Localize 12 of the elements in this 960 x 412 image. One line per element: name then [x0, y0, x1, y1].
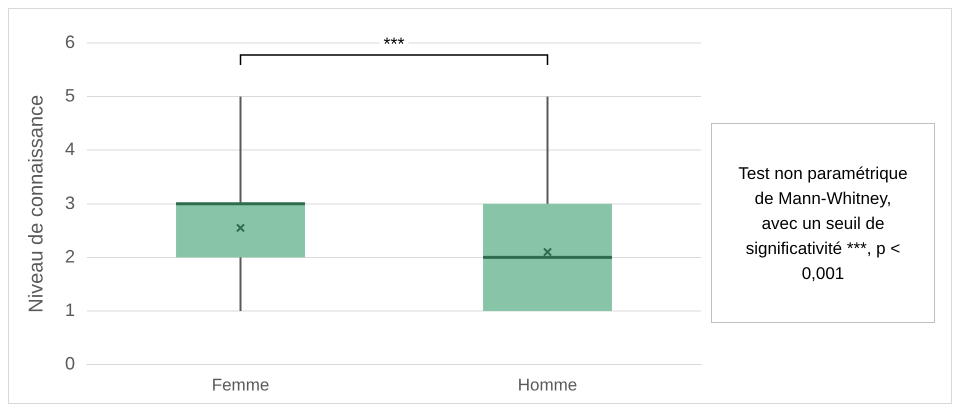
- y-tick-label: 6: [64, 32, 76, 52]
- x-tick-label: Homme: [518, 375, 578, 394]
- y-tick-label: 0: [64, 354, 76, 374]
- y-tick-label: 5: [64, 86, 76, 106]
- y-tick-label: 2: [64, 246, 76, 266]
- x-tick-label: Femme: [212, 375, 270, 394]
- text: Test non paramétrique de Mann-Whitney, avec un seuil de significativité ***, p < 0,001: [711, 123, 935, 323]
- y-tick-label: 1: [64, 300, 76, 320]
- y-axis-title: Niveau de connaissance: [26, 94, 48, 313]
- annotation: ***: [384, 34, 405, 54]
- y-tick-label: 3: [64, 192, 76, 213]
- y-tick-label: 4: [64, 139, 76, 160]
